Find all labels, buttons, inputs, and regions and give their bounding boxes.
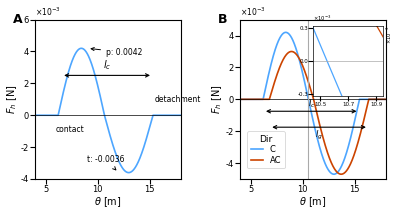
AC [289, 50, 294, 53]
Y-axis label: $F_h$ [N]: $F_h$ [N] [6, 84, 19, 114]
AC [263, 98, 268, 101]
Line: C: C [240, 32, 386, 174]
Text: $\times10^{-3}$: $\times10^{-3}$ [35, 6, 61, 18]
AC [365, 103, 370, 106]
AC [238, 98, 243, 101]
AC [339, 173, 344, 175]
Text: $l_c$: $l_c$ [308, 97, 315, 110]
Text: $l_g$: $l_g$ [315, 129, 323, 142]
C [332, 173, 336, 175]
Text: $l_c$: $l_c$ [103, 58, 111, 72]
C [263, 87, 268, 90]
Text: p: 0.0042: p: 0.0042 [91, 48, 142, 57]
AC [300, 64, 305, 67]
X-axis label: $\theta$ [m]: $\theta$ [m] [94, 196, 122, 209]
Legend: C, AC: C, AC [247, 131, 285, 168]
C [294, 48, 298, 50]
C [283, 31, 288, 34]
Text: t: -0.0036: t: -0.0036 [87, 155, 125, 170]
AC [294, 53, 298, 55]
C [381, 98, 386, 101]
Text: B: B [218, 13, 228, 26]
AC [254, 98, 259, 101]
Text: contact: contact [56, 125, 85, 134]
AC [384, 98, 388, 101]
C [365, 98, 370, 101]
C [384, 98, 388, 101]
Text: $\times10^{-3}$: $\times10^{-3}$ [240, 6, 266, 18]
C [238, 98, 243, 101]
AC [381, 98, 386, 101]
Y-axis label: $F_h$ [N]: $F_h$ [N] [210, 84, 224, 114]
Text: A: A [13, 13, 23, 26]
X-axis label: $\theta$ [m]: $\theta$ [m] [299, 196, 327, 209]
Text: detachment: detachment [155, 95, 201, 104]
C [300, 71, 305, 74]
C [254, 98, 259, 101]
Line: AC: AC [240, 51, 386, 174]
